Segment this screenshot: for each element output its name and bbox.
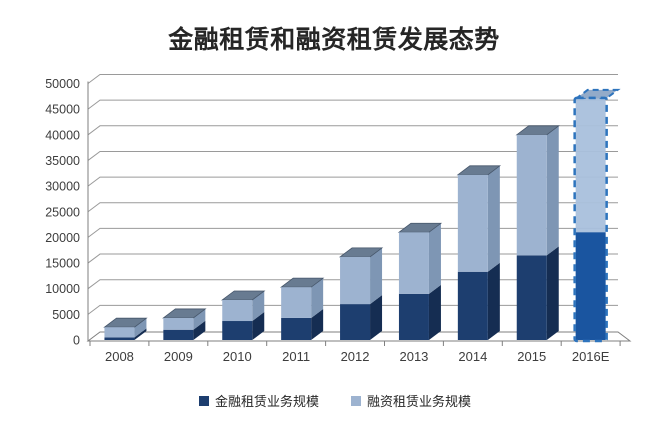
y-tick-label: 10000 — [45, 282, 80, 296]
legend-swatch-dark-icon — [198, 395, 209, 406]
bar-side-light — [487, 165, 500, 272]
bar-side-light — [134, 318, 147, 338]
bar-segment-financial-leasing — [222, 321, 253, 340]
x-tick-label: 2008 — [105, 349, 134, 364]
y-tick-label: 20000 — [45, 231, 80, 245]
x-tick-label: 2016E — [572, 349, 610, 364]
x-tick-label: 2014 — [458, 349, 487, 364]
bar-segment-finance-leasing — [340, 256, 371, 305]
forecast-bar-dashed-outline — [573, 96, 608, 343]
bar-segment-finance-leasing — [516, 134, 547, 256]
y-tick-label: 50000 — [45, 77, 80, 91]
bar-side-light — [370, 247, 383, 305]
y-tick-label: 5000 — [52, 308, 80, 322]
y-tick-label: 45000 — [45, 103, 80, 117]
bar-side-dark — [252, 312, 265, 340]
bar-segment-financial-leasing — [516, 255, 547, 340]
gridline — [87, 74, 618, 84]
bar-segment-financial-leasing — [163, 329, 194, 340]
bar-segment-finance-leasing — [104, 327, 135, 338]
bar-segment-finance-leasing — [457, 174, 488, 272]
bar-side-dark — [370, 295, 383, 340]
bar-side-light — [546, 125, 559, 256]
gridline — [87, 176, 618, 187]
bar-segment-finance-leasing — [281, 287, 312, 318]
gridline — [87, 150, 618, 161]
legend-label-finance-leasing: 融资租赁业务规模 — [367, 394, 472, 409]
x-tick-label: 2010 — [223, 349, 252, 364]
gridline — [87, 99, 618, 110]
bar-segment-finance-leasing — [163, 317, 194, 330]
y-tick-label: 0 — [73, 334, 80, 348]
legend-swatch-light-icon — [351, 395, 361, 406]
x-tick-label: 2015 — [517, 349, 546, 364]
forecast-bar-segment-finance-leasing — [575, 98, 606, 233]
gridline — [87, 253, 618, 264]
bar-side-light — [252, 290, 265, 322]
bar-segment-financial-leasing — [340, 304, 371, 340]
forecast-bar-segment-financial-leasing — [575, 232, 606, 340]
x-tick-label: 2011 — [282, 349, 310, 364]
bar-side-dark — [311, 308, 324, 340]
bar-segment-finance-leasing — [398, 232, 429, 294]
y-tick-label: 15000 — [45, 257, 80, 271]
bar-segment-financial-leasing — [281, 317, 312, 340]
gridline — [87, 202, 618, 213]
legend-item-financial-leasing: 金融租赁业务规模 — [198, 391, 319, 410]
bar-side-light — [311, 278, 324, 318]
bar-side-light — [428, 223, 441, 294]
legend-label-financial-leasing: 金融租赁业务规模 — [214, 394, 319, 409]
bar-side-dark — [134, 328, 147, 340]
bar-segment-financial-leasing — [398, 293, 429, 340]
x-tick-label: 2009 — [164, 349, 193, 364]
bar-segment-finance-leasing — [222, 299, 253, 322]
bar-segment-financial-leasing — [457, 271, 488, 340]
bar-side-dark — [487, 262, 500, 340]
gridline — [87, 279, 618, 290]
gridline — [87, 304, 618, 315]
bar-side-dark — [193, 320, 206, 340]
y-tick-label: 35000 — [45, 154, 80, 168]
bar-side-light — [193, 308, 206, 330]
gridline — [87, 227, 618, 238]
bar-side-dark — [546, 246, 559, 340]
legend: 金融租赁业务规模 融资租赁业务规模 — [0, 391, 655, 410]
legend-item-finance-leasing: 融资租赁业务规模 — [351, 391, 471, 410]
chart-title: 金融租赁和融资租赁发展态势 — [168, 26, 500, 54]
y-tick-label: 40000 — [45, 128, 80, 142]
bar-segment-financial-leasing — [104, 337, 135, 340]
gridline — [87, 125, 618, 136]
x-tick-label: 2012 — [341, 349, 370, 364]
bar-side-dark — [428, 284, 441, 340]
y-tick-label: 30000 — [45, 180, 80, 194]
x-tick-label: 2013 — [399, 349, 428, 364]
y-tick-label: 25000 — [45, 205, 80, 219]
